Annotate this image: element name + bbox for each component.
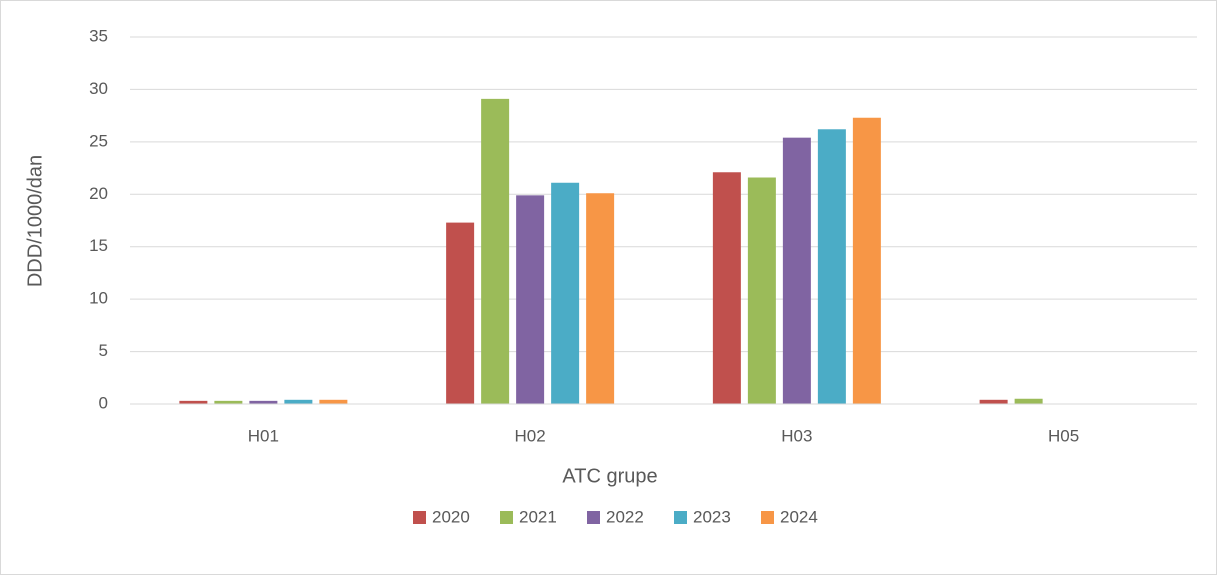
y-tick-label: 10 <box>89 289 108 308</box>
legend-label: 2023 <box>693 507 731 526</box>
y-tick-label: 30 <box>89 79 108 98</box>
legend-swatch <box>587 511 600 524</box>
y-tick-label: 35 <box>89 26 108 45</box>
bar <box>516 195 545 404</box>
legend-label: 2020 <box>432 507 470 526</box>
legend-swatch <box>674 511 687 524</box>
x-axis-label: ATC grupe <box>562 465 657 487</box>
bar <box>214 400 243 404</box>
bar <box>249 400 278 404</box>
y-axis-label: DDD/1000/dan <box>24 155 46 287</box>
x-tick-label: H02 <box>515 426 546 445</box>
legend-label: 2021 <box>519 507 557 526</box>
legend-swatch <box>413 511 426 524</box>
y-tick-label: 15 <box>89 236 108 255</box>
y-tick-label: 25 <box>89 131 108 150</box>
x-tick-label: H03 <box>781 426 812 445</box>
y-tick-label: 0 <box>99 393 108 412</box>
bar <box>1014 398 1043 404</box>
legend-label: 2024 <box>780 507 818 526</box>
bar <box>782 137 811 405</box>
bar <box>551 182 580 404</box>
bar <box>319 399 348 404</box>
x-tick-label: H05 <box>1048 426 1079 445</box>
bar <box>817 129 846 404</box>
bar <box>179 400 208 404</box>
y-tick-label: 20 <box>89 184 108 203</box>
bar <box>852 117 881 405</box>
bar <box>712 172 741 404</box>
y-tick-label: 5 <box>99 341 108 360</box>
x-tick-label: H01 <box>248 426 279 445</box>
legend-swatch <box>500 511 513 524</box>
bar <box>586 193 615 404</box>
bar <box>481 98 510 404</box>
bar <box>446 222 475 404</box>
legend-swatch <box>761 511 774 524</box>
bar <box>979 399 1008 404</box>
bar <box>747 177 776 404</box>
legend-label: 2022 <box>606 507 644 526</box>
bar <box>284 399 313 404</box>
